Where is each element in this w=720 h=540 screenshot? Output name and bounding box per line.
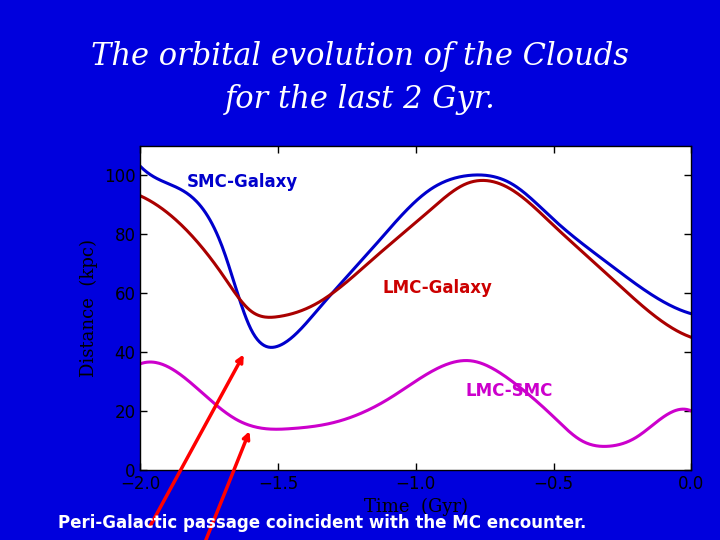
X-axis label: Time  (Gyr): Time (Gyr) [364,498,468,516]
Text: SMC-Galaxy: SMC-Galaxy [187,173,299,191]
Text: The orbital evolution of the Clouds: The orbital evolution of the Clouds [91,41,629,72]
Text: for the last 2 Gyr.: for the last 2 Gyr. [225,84,495,116]
Text: LMC-SMC: LMC-SMC [465,382,553,400]
Y-axis label: Distance  (kpc): Distance (kpc) [80,239,99,377]
Text: LMC-Galaxy: LMC-Galaxy [383,279,492,297]
Text: Peri-Galactic passage coincident with the MC encounter.: Peri-Galactic passage coincident with th… [58,514,586,532]
